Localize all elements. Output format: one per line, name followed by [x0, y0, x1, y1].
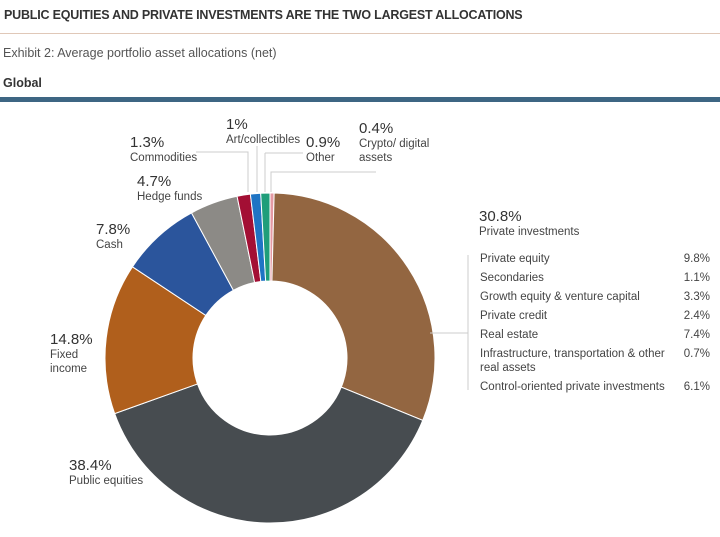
label-cash: 7.8% Cash	[96, 221, 130, 252]
slice-other	[260, 192, 271, 282]
label-art: 1% Art/collectibles	[226, 116, 300, 147]
value: 1.3%	[130, 134, 165, 151]
value: 38.4%	[69, 457, 112, 474]
breakdown-value: 7.4%	[683, 329, 710, 341]
label-fixed-income: 14.8% Fixed income	[50, 331, 100, 376]
leader-crypto	[270, 171, 376, 192]
divider	[0, 33, 720, 34]
name: Commodities	[130, 152, 198, 164]
region-label: Global	[3, 76, 42, 90]
breakdown-label: Private equity	[480, 253, 550, 265]
breakdown-value: 0.7%	[683, 348, 710, 360]
leader-commodities	[196, 151, 249, 192]
label-crypto: 0.4% Crypto/ digital assets	[359, 120, 439, 165]
value: 14.8%	[50, 331, 93, 348]
label-hedge-funds: 4.7% Hedge funds	[137, 173, 202, 204]
breakdown-row: Secondaries 1.1%	[480, 271, 710, 285]
breakdown-value: 3.3%	[683, 291, 710, 303]
value: 1%	[226, 116, 248, 133]
name: Hedge funds	[137, 191, 203, 203]
leader-lines	[196, 146, 469, 390]
breakdown-row: Control-oriented private investments 6.1%	[480, 380, 710, 394]
exhibit-title: Exhibit 2: Average portfolio asset alloc…	[3, 46, 277, 60]
breakdown-label: Secondaries	[480, 272, 544, 284]
label-other: 0.9% Other	[306, 134, 340, 165]
label-commodities: 1.3% Commodities	[130, 134, 197, 165]
breakdown-row: Private credit 2.4%	[480, 309, 710, 323]
name: Crypto/ digital assets	[359, 138, 430, 164]
name: Art/collectibles	[226, 134, 301, 146]
label-private-investments: 30.8% Private investments	[479, 208, 579, 239]
breakdown-label: Real estate	[480, 329, 539, 341]
value: 0.4%	[359, 120, 394, 137]
breakdown-row: Growth equity & venture capital 3.3%	[480, 290, 710, 304]
slice-public-equities	[114, 383, 424, 524]
breakdown-value: 1.1%	[683, 272, 710, 284]
name: Public equities	[69, 475, 144, 487]
breakdown-label: Infrastructure, transportation & other r…	[480, 348, 665, 374]
header-bar	[0, 97, 720, 102]
breakdown-row: Infrastructure, transportation & other r…	[480, 347, 710, 375]
slice-fixed-income	[104, 266, 207, 415]
breakdown-label: Growth equity & venture capital	[480, 291, 640, 303]
breakdown-label: Control-oriented private investments	[480, 381, 665, 393]
value: 7.8%	[96, 221, 131, 238]
breakdown-row: Real estate 7.4%	[480, 328, 710, 342]
breakdown-value: 9.8%	[683, 253, 710, 265]
name: Other	[306, 152, 335, 164]
breakdown-value: 2.4%	[683, 310, 710, 322]
label-public-equities: 38.4% Public equities	[69, 457, 143, 488]
slice-private-investments	[271, 192, 436, 422]
value: 4.7%	[137, 173, 172, 190]
breakdown-label: Private credit	[480, 310, 548, 322]
value: 30.8%	[479, 208, 522, 225]
page-title: PUBLIC EQUITIES AND PRIVATE INVESTMENTS …	[4, 8, 523, 22]
name: Cash	[96, 239, 123, 251]
value: 0.9%	[306, 134, 341, 151]
name: Fixed income	[50, 349, 88, 375]
breakdown-value: 6.1%	[683, 381, 710, 393]
breakdown-row: Private equity 9.8%	[480, 252, 710, 266]
name: Private investments	[479, 226, 580, 238]
